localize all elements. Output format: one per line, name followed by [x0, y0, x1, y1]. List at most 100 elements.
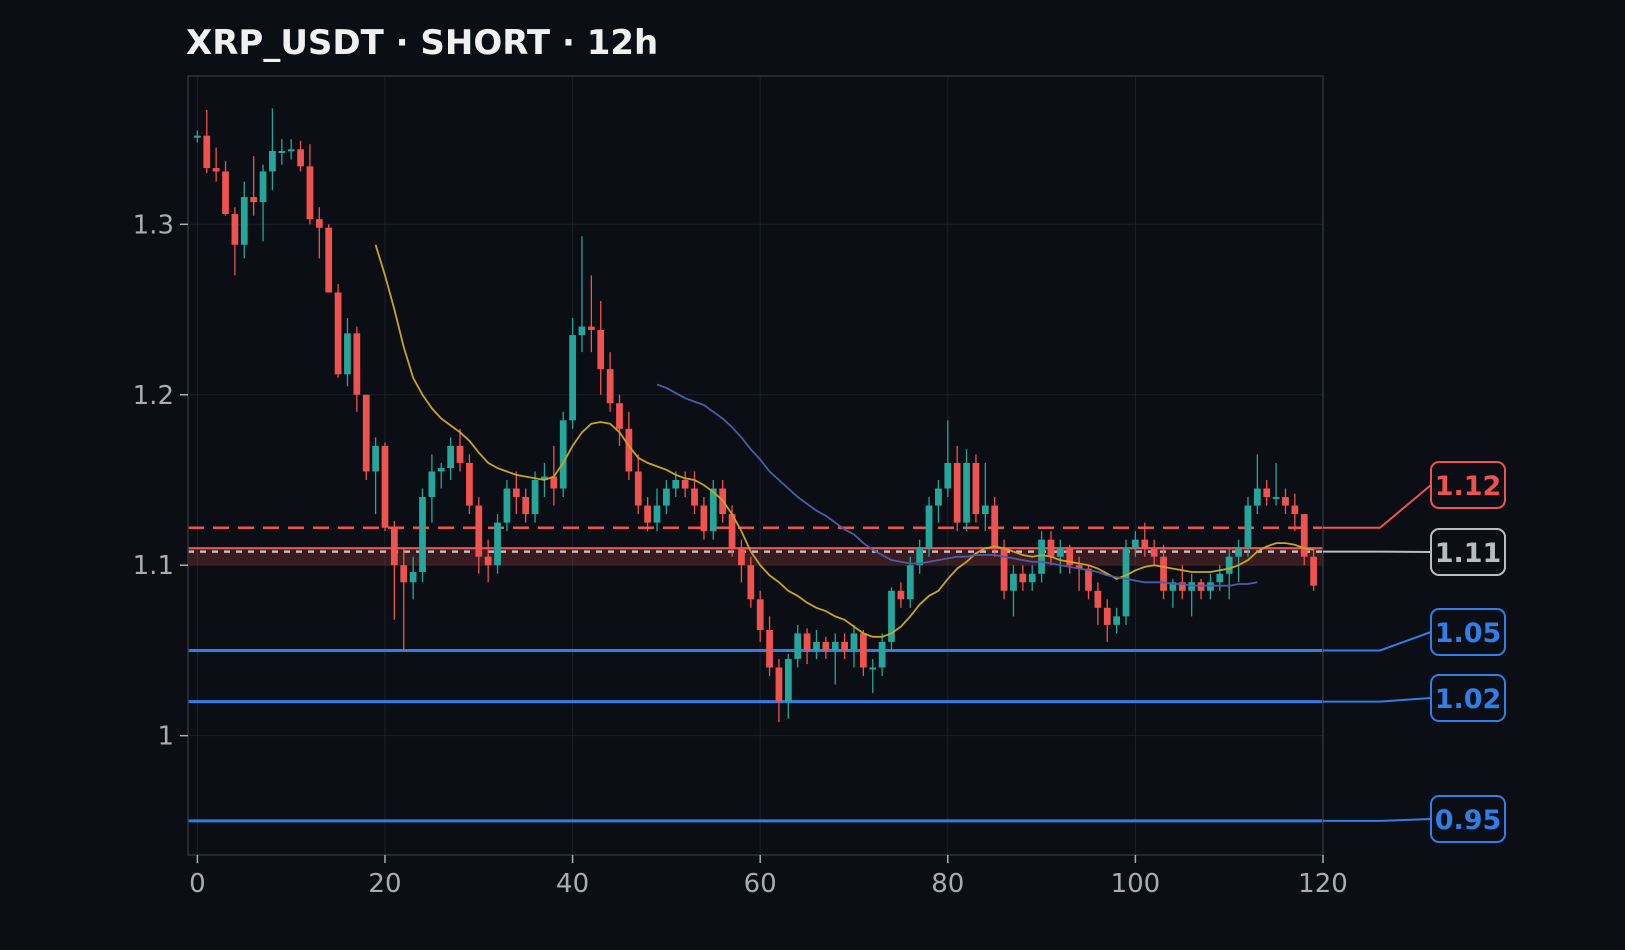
candle-body	[878, 641, 886, 668]
candle-body	[503, 488, 511, 523]
candle-body	[1282, 497, 1289, 506]
y-tick-label: 1.1	[133, 551, 174, 581]
candle-body	[1010, 573, 1017, 591]
x-tick-label: 80	[931, 869, 964, 899]
candle-body	[531, 479, 539, 515]
candle-body	[447, 445, 455, 469]
candle-body	[756, 599, 764, 630]
candle-body	[794, 633, 802, 659]
candle-body	[1310, 556, 1317, 586]
badge-label-target-2: 1.02	[1435, 684, 1502, 715]
candle-body	[831, 641, 839, 651]
candle-body	[1225, 556, 1233, 574]
candle-body	[822, 641, 830, 651]
candle-body	[550, 476, 558, 489]
ma-fast-line	[374, 244, 1314, 638]
candle-body	[897, 590, 905, 600]
candle-body	[935, 488, 942, 506]
badge-label-target-1: 1.05	[1435, 618, 1502, 649]
candle-body	[634, 471, 642, 506]
candle-body	[390, 527, 398, 566]
plot-frame	[187, 75, 1324, 856]
candle-body	[315, 219, 323, 228]
candle-body	[906, 565, 914, 600]
candle-body	[784, 658, 792, 702]
candle-body	[437, 468, 445, 472]
candle-body	[1132, 539, 1139, 549]
candle-body	[287, 149, 295, 152]
x-tick-label: 60	[744, 869, 777, 899]
candle-body	[1235, 548, 1242, 557]
candle-body	[259, 171, 267, 203]
candle-body	[297, 149, 304, 167]
candle-body	[222, 171, 229, 215]
y-tick-label: 1.2	[133, 381, 174, 411]
level-badges: 1.12 1.11 1.05 1.02 0.95	[1323, 461, 1506, 843]
badge-label-current: 1.11	[1435, 538, 1502, 569]
candle-body	[597, 329, 605, 370]
candle-body	[559, 420, 567, 489]
badge-box-entry	[1430, 461, 1506, 509]
candle-body	[850, 633, 858, 651]
candle-body	[1178, 582, 1186, 591]
candle-body	[981, 505, 989, 515]
candle-body	[428, 471, 436, 498]
candle-body	[916, 548, 924, 566]
candle-body	[888, 590, 895, 642]
y-tick-label: 1.3	[133, 210, 174, 240]
candle-body	[203, 135, 211, 169]
candle-body	[625, 428, 633, 472]
candle-body	[1169, 582, 1177, 591]
x-tick-label: 0	[189, 869, 206, 899]
x-tick-label: 40	[556, 869, 589, 899]
candle-body	[344, 333, 351, 375]
candle-body	[747, 565, 755, 600]
candle-body	[250, 197, 258, 203]
candle-body	[278, 151, 286, 154]
candle-body	[681, 479, 689, 489]
candle-body	[212, 168, 220, 172]
candle-body	[1000, 548, 1008, 591]
candle-body	[691, 488, 698, 506]
candle-body	[240, 197, 248, 245]
candle-body	[1272, 497, 1280, 500]
candle-body	[775, 667, 783, 702]
candle-body	[1019, 573, 1027, 583]
candle-body	[766, 629, 773, 668]
candle-body	[1141, 539, 1149, 549]
candle-body	[1075, 565, 1083, 569]
badge-box-current	[1430, 528, 1506, 576]
candle-body	[1291, 505, 1299, 515]
candle-body	[728, 514, 736, 549]
candle-body	[353, 333, 361, 395]
candle-body	[484, 556, 492, 566]
candle-body	[1216, 573, 1224, 583]
candle-body	[1085, 568, 1092, 591]
candle-body	[953, 462, 961, 523]
candle-body	[1160, 556, 1167, 591]
ma-slow-line	[656, 383, 1258, 587]
candle-body	[972, 462, 980, 515]
candle-body	[991, 505, 999, 549]
candle-body	[644, 505, 652, 523]
candle-body	[700, 505, 708, 532]
candle-body	[1244, 505, 1252, 549]
candle-body	[541, 476, 548, 480]
badge-label-entry: 1.12	[1435, 471, 1502, 502]
candle-body	[269, 151, 276, 172]
candle-body	[653, 505, 661, 523]
candles	[194, 108, 1317, 723]
candle-body	[1028, 573, 1036, 583]
badge-connector-target-2	[1323, 697, 1432, 703]
badge-label-target-3: 0.95	[1435, 805, 1502, 836]
candle-body	[1300, 514, 1308, 557]
candle-body	[1056, 548, 1064, 557]
candle-body	[813, 641, 820, 651]
candle-body	[944, 462, 952, 489]
candle-body	[738, 548, 745, 566]
candle-body	[569, 335, 576, 421]
x-tick-label: 100	[1111, 869, 1161, 899]
candle-body	[522, 497, 530, 515]
candle-body	[578, 326, 586, 336]
